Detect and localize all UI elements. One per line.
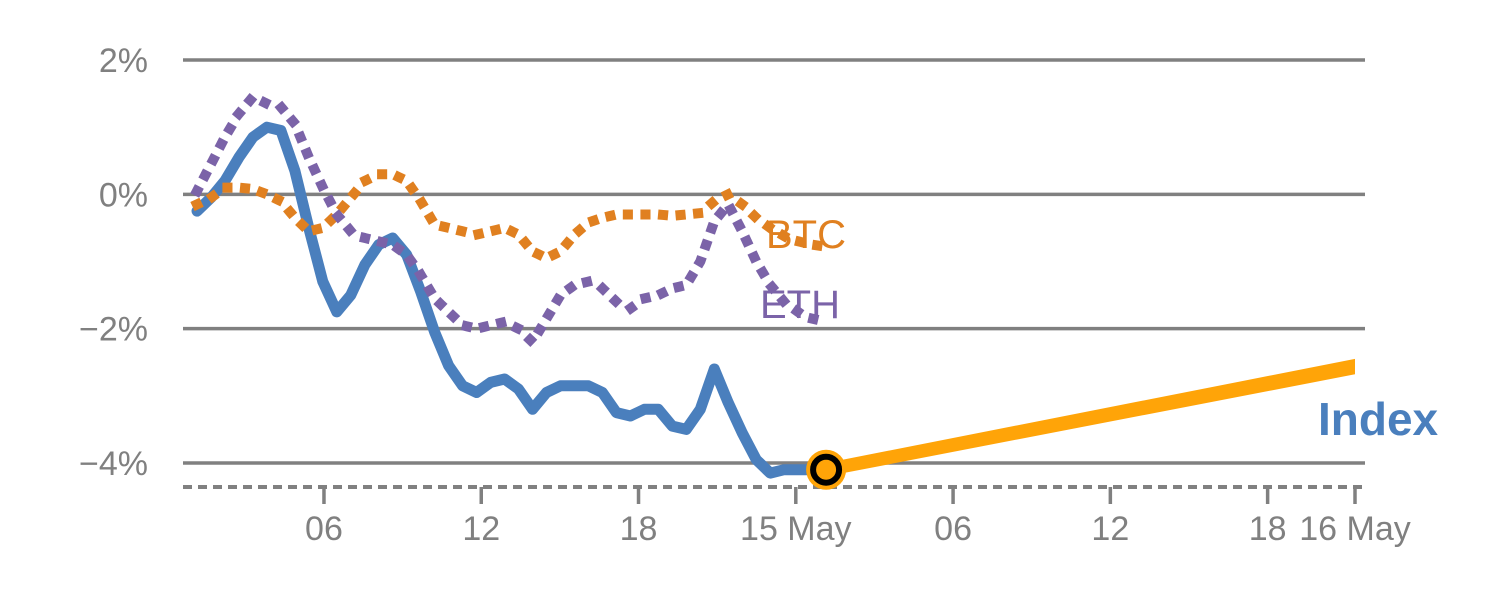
x-tick-label: 18 (620, 510, 658, 548)
current-value-marker[interactable] (810, 453, 843, 486)
y-tick-label: 0% (99, 176, 148, 214)
gridlines (183, 58, 1365, 465)
y-tick-label: 2% (99, 42, 148, 80)
y-tick-label: −4% (79, 445, 148, 483)
x-tick-label: 12 (462, 510, 500, 548)
x-tick-label: 12 (1091, 510, 1129, 548)
y-tick-label: −2% (79, 311, 148, 349)
series-line-eth[interactable] (190, 91, 833, 348)
series-line-btc[interactable] (190, 169, 832, 264)
x-axis-labels: 06 12 18 15 May 06 12 18 16 May (305, 487, 1411, 548)
x-tick-label: 16 May (1299, 510, 1411, 548)
y-axis-labels: 2% 0% −2% −4% (79, 42, 148, 483)
series-label-index: Index (1318, 393, 1439, 445)
x-tick-label: 06 (934, 510, 972, 548)
series-label-eth: ETH (760, 283, 840, 327)
x-tick-label: 15 May (740, 510, 852, 548)
x-tick-label: 06 (305, 510, 343, 548)
series-line-index[interactable] (191, 121, 832, 479)
series-label-btc: BTC (766, 213, 846, 257)
x-tick-label: 18 (1249, 510, 1287, 548)
forecast-band (826, 358, 1355, 477)
